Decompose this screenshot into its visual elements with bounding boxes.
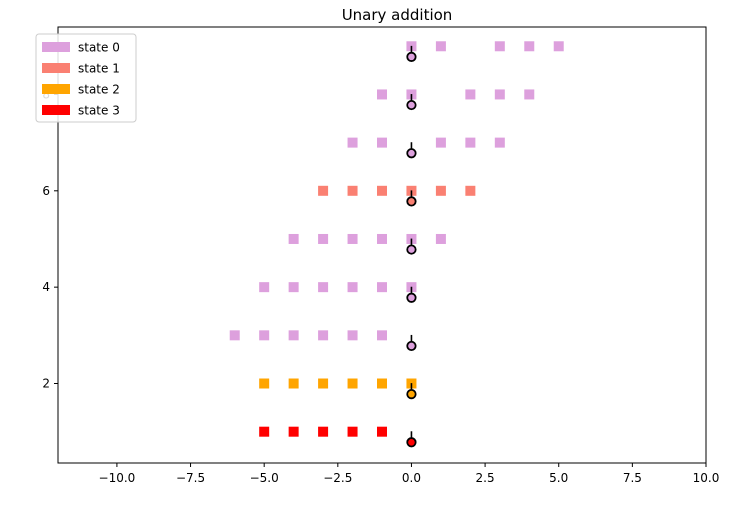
tape-cell — [347, 185, 358, 196]
tape-cell — [259, 378, 270, 389]
tape-cell — [288, 233, 299, 244]
axes: −10.0−7.5−5.0−2.50.02.55.07.510.02468 — [42, 26, 720, 485]
legend-label: state 2 — [78, 83, 120, 97]
tape-cell — [347, 137, 358, 148]
head-marker — [406, 99, 417, 111]
tape-cell — [377, 378, 387, 389]
tape-cell — [318, 378, 329, 389]
tape-cell — [435, 41, 446, 52]
legend-box — [35, 33, 137, 123]
tape-cell — [553, 41, 564, 52]
head-marker — [406, 437, 417, 448]
tape-cell — [377, 330, 387, 341]
tape-cell — [465, 185, 476, 196]
head-marker — [406, 244, 417, 255]
tape-cell — [288, 426, 299, 437]
x-tick-label: 5.0 — [549, 471, 568, 485]
tape-cell — [347, 330, 358, 341]
tape-cell — [435, 137, 446, 148]
tape-cell — [347, 426, 358, 437]
y-tick-label: 4 — [42, 280, 50, 294]
head-marker — [406, 51, 417, 62]
tape-cell — [259, 330, 270, 341]
head-marker — [406, 196, 417, 207]
tape-cell — [347, 378, 358, 389]
legend-label: state 3 — [78, 104, 120, 118]
legend-swatch — [42, 105, 70, 115]
x-tick-label: 2.5 — [476, 471, 495, 485]
tape-cell — [494, 41, 505, 52]
tape-cell — [494, 137, 505, 148]
tape-cell — [377, 185, 387, 196]
legend-label: state 0 — [78, 41, 120, 55]
tape-cell — [435, 233, 446, 244]
tape-cell — [347, 233, 358, 244]
tape-cell — [377, 89, 387, 100]
head-marker — [406, 389, 417, 400]
legend-swatch — [42, 84, 70, 94]
tape-cell — [259, 282, 270, 293]
tape-cell — [318, 282, 329, 293]
x-tick-label: −2.5 — [323, 471, 352, 485]
chart-title: Unary addition — [342, 6, 453, 24]
tape-cell — [524, 89, 535, 100]
x-tick-label: 7.5 — [623, 471, 642, 485]
head-marker — [406, 340, 417, 352]
x-tick-label: 10.0 — [693, 471, 720, 485]
tape-cell — [494, 89, 505, 100]
x-tick-label: 0.0 — [402, 471, 421, 485]
tape-cell — [377, 233, 387, 244]
tape-cell — [318, 185, 329, 196]
axes-frame — [57, 26, 707, 464]
y-tick-label: 2 — [42, 377, 50, 391]
x-tick-label: −5.0 — [250, 471, 279, 485]
x-tick-label: −10.0 — [99, 471, 136, 485]
tape-cell — [377, 426, 387, 437]
tape-cell — [377, 282, 387, 293]
tape-cell — [229, 330, 240, 341]
tape-cell — [318, 330, 329, 341]
tape-cell — [259, 426, 270, 437]
tape-cell — [318, 233, 329, 244]
y-tick-label: 6 — [42, 184, 50, 198]
head-marker — [406, 148, 417, 159]
plot-area — [229, 41, 564, 448]
tape-cell — [347, 282, 358, 293]
head-marker — [406, 292, 417, 303]
tape-cell — [377, 137, 387, 148]
legend-swatch — [42, 42, 70, 52]
tape-cell — [435, 185, 446, 196]
tape-cell — [288, 378, 299, 389]
x-tick-label: −7.5 — [176, 471, 205, 485]
tape-cell — [524, 41, 535, 52]
tape-cell — [465, 89, 476, 100]
legend: state 0 state 1 state 2 state 3 — [35, 33, 137, 123]
tape-cell — [318, 426, 329, 437]
legend-swatch — [42, 63, 70, 73]
tape-cell — [288, 282, 299, 293]
legend-label: state 1 — [78, 62, 120, 76]
tape-cell — [288, 330, 299, 341]
tape-cell — [465, 137, 476, 148]
